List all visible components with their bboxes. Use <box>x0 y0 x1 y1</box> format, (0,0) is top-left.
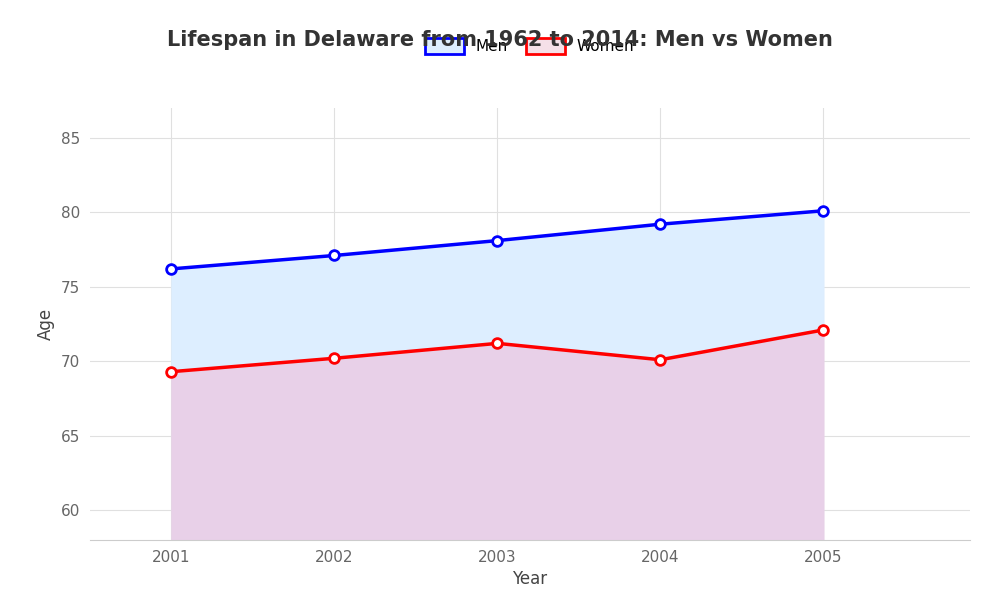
Y-axis label: Age: Age <box>37 308 55 340</box>
X-axis label: Year: Year <box>512 570 548 588</box>
Legend: Men, Women: Men, Women <box>425 38 635 54</box>
Text: Lifespan in Delaware from 1962 to 2014: Men vs Women: Lifespan in Delaware from 1962 to 2014: … <box>167 30 833 50</box>
